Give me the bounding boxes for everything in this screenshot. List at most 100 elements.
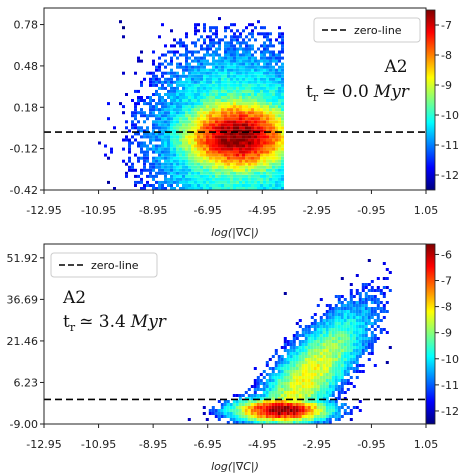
density-cell (260, 80, 263, 84)
density-cell (182, 165, 185, 169)
density-cell (266, 132, 269, 136)
density-cell (223, 415, 227, 418)
density-cell (334, 370, 338, 373)
density-cell (206, 50, 209, 54)
density-cell (253, 367, 257, 370)
density-cell (167, 144, 170, 148)
density-cell (146, 184, 149, 187)
density-cell (248, 56, 251, 60)
density-cell (379, 307, 383, 310)
density-cell (319, 373, 323, 376)
density-cell (137, 111, 140, 115)
density-cell (191, 53, 194, 57)
density-cell (289, 361, 293, 364)
density-cell (245, 132, 248, 136)
density-cell (194, 96, 197, 99)
density-cell (200, 44, 203, 48)
density-cell (286, 340, 290, 343)
density-cell (146, 114, 149, 118)
density-cell (241, 400, 245, 403)
density-cell (260, 111, 263, 115)
density-cell (248, 80, 251, 84)
density-cell (239, 187, 242, 190)
density-cell (257, 83, 260, 87)
density-cell (289, 355, 293, 358)
density-cell (203, 135, 206, 139)
density-cell (301, 385, 305, 388)
density-cell (364, 298, 368, 301)
density-cell (242, 174, 245, 178)
density-cell (185, 132, 188, 136)
density-cell (328, 334, 332, 337)
density-cell (254, 80, 257, 84)
density-cell (188, 111, 191, 115)
density-cell (182, 68, 185, 72)
density-cell (245, 177, 248, 181)
density-cell (328, 325, 332, 328)
density-cell (230, 50, 233, 54)
density-cell (352, 304, 356, 307)
density-cell (176, 56, 179, 60)
density-cell (217, 415, 221, 418)
density-cell (176, 102, 179, 106)
density-cell (236, 105, 239, 109)
density-cell (242, 187, 245, 190)
density-cell (149, 138, 152, 142)
density-cell (343, 352, 347, 355)
density-cell (182, 162, 185, 166)
density-cell (128, 141, 131, 145)
density-cell (233, 156, 236, 160)
density-cell (343, 349, 347, 352)
density-cell (176, 80, 179, 84)
density-cell (343, 355, 347, 358)
density-cell (278, 96, 281, 99)
density-cell (251, 144, 254, 148)
density-cell (254, 71, 257, 75)
density-cell (176, 86, 179, 90)
density-cell (239, 147, 242, 151)
density-cell (358, 370, 362, 373)
density-cell (239, 135, 242, 139)
density-cell (194, 144, 197, 148)
density-cell (197, 102, 200, 106)
density-cell (218, 135, 221, 139)
density-cell (352, 340, 356, 343)
density-cell (310, 415, 314, 418)
density-cell (170, 171, 173, 175)
density-cell (215, 177, 218, 181)
density-cell (283, 292, 287, 295)
density-cell (337, 313, 341, 316)
density-cell (262, 409, 266, 412)
density-cell (334, 310, 338, 313)
density-cell (197, 59, 200, 63)
density-cell (215, 138, 218, 142)
density-cell (170, 168, 173, 172)
density-cell (236, 108, 239, 112)
density-cell (242, 105, 245, 109)
density-cell (358, 304, 362, 307)
density-cell (149, 111, 152, 115)
density-cell (143, 114, 146, 118)
density-cell (239, 180, 242, 184)
density-cell (278, 138, 281, 142)
density-cell (140, 187, 143, 190)
density-cell (263, 71, 266, 75)
density-cell (239, 80, 242, 84)
density-cell (265, 397, 269, 400)
density-cell (176, 83, 179, 87)
density-cell (248, 96, 251, 99)
density-cell (364, 283, 368, 286)
density-cell (224, 187, 227, 190)
density-cell (313, 328, 317, 331)
density-cell (233, 123, 236, 127)
density-cell (170, 174, 173, 178)
density-cell (158, 150, 161, 154)
density-cell (301, 364, 305, 367)
density-cell (322, 382, 326, 385)
density-cell (310, 316, 314, 319)
density-cell (245, 159, 248, 163)
density-cell (215, 68, 218, 72)
density-cell (197, 77, 200, 81)
density-cell (205, 418, 209, 421)
density-cell (251, 141, 254, 145)
